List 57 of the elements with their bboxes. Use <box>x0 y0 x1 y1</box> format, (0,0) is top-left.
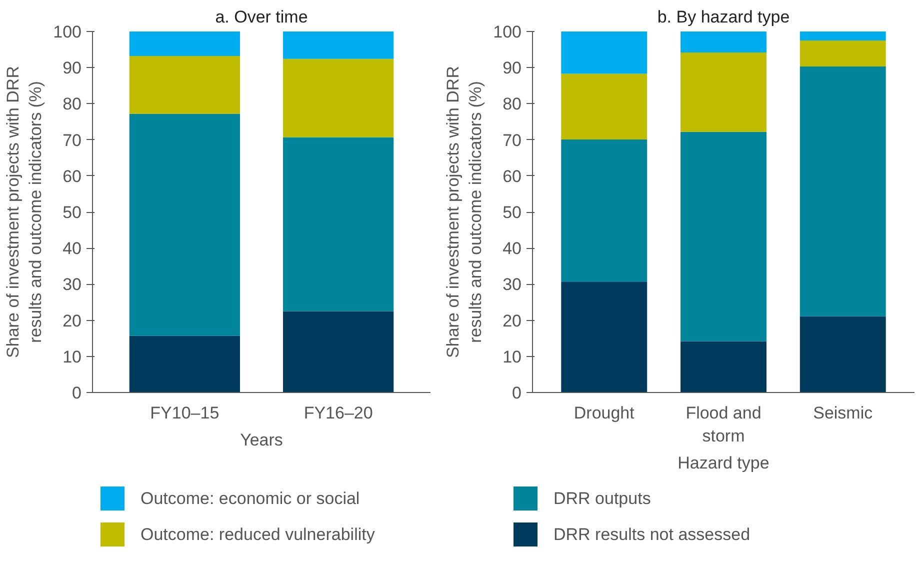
y-tick-label: 60 <box>502 166 522 186</box>
y-tick-label: 80 <box>62 94 82 114</box>
x-tick-label: Flood and storm <box>686 404 762 446</box>
bar <box>283 311 394 392</box>
y-tick-label: 90 <box>502 58 522 78</box>
y-axis-title: Share of investment projects with DRR results and outcome indicators (%) <box>443 66 486 358</box>
bar <box>283 58 394 138</box>
y-tick-label: 80 <box>502 94 522 114</box>
chart-title: b. By hazard type <box>657 8 790 26</box>
bar <box>561 74 648 140</box>
y-tick-label: 40 <box>62 239 82 258</box>
y-tick-label: 90 <box>62 58 82 78</box>
y-tick-label: 0 <box>72 384 82 402</box>
y-tick-label: 70 <box>62 130 82 150</box>
y-tick-label: 10 <box>502 347 522 366</box>
bar <box>561 282 648 392</box>
bar <box>680 32 766 52</box>
bar <box>129 56 240 114</box>
bar <box>283 137 394 312</box>
bar <box>800 66 886 316</box>
bar <box>129 32 240 56</box>
y-tick-label: 30 <box>62 275 82 294</box>
bar <box>680 341 766 392</box>
bar <box>680 52 766 132</box>
x-tick-label: FY10–15 <box>150 404 220 422</box>
y-tick-label: 70 <box>502 130 522 150</box>
y-tick-label: 50 <box>62 203 82 222</box>
bar <box>561 139 648 282</box>
legend-label: Outcome: reduced vulnerability <box>140 525 376 544</box>
x-tick-label: FY16–20 <box>304 404 373 422</box>
x-tick-label: Drought <box>574 404 635 422</box>
legend-label: DRR outputs <box>554 489 651 508</box>
y-tick-label: 100 <box>53 22 82 42</box>
bar <box>800 40 886 67</box>
bar <box>129 114 240 336</box>
y-tick-label: 100 <box>493 22 522 42</box>
legend-label: Outcome: economic or social <box>140 489 360 508</box>
bar <box>680 132 766 342</box>
x-tick-label: Seismic <box>813 404 874 422</box>
y-axis-title: Share of investment projects with DRR results and outcome indicators (%) <box>3 66 46 358</box>
y-tick-label: 0 <box>512 384 522 402</box>
y-tick-label: 30 <box>502 275 522 294</box>
chart-title: a. Over time <box>215 8 308 26</box>
y-tick-label: 10 <box>62 347 82 366</box>
bar <box>800 316 886 392</box>
bar <box>283 32 394 59</box>
y-tick-label: 60 <box>62 166 82 186</box>
bar <box>800 32 886 41</box>
x-axis-title: Hazard type <box>678 453 770 472</box>
legend-label: DRR results not assessed <box>554 525 750 544</box>
bar <box>561 32 648 74</box>
y-tick-label: 40 <box>502 239 522 258</box>
y-tick-label: 50 <box>502 203 522 222</box>
y-tick-label: 20 <box>62 311 82 330</box>
y-tick-label: 20 <box>502 311 522 330</box>
bar <box>129 336 240 392</box>
x-axis-title: Years <box>240 430 283 450</box>
